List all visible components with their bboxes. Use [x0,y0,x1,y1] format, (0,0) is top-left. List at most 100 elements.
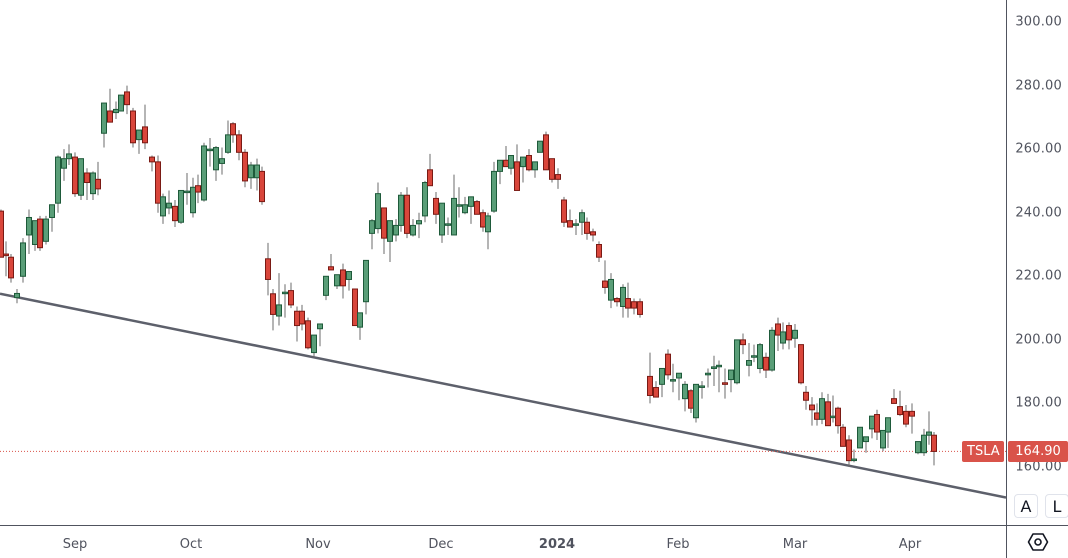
candle-up [254,164,260,179]
candle-up [537,140,543,153]
candle-up [78,158,84,196]
price-tick-label: 280.00 [1015,78,1062,94]
candle-up [757,344,763,369]
candle-down [614,298,620,303]
candle-down [846,439,852,462]
candle-down [931,434,937,452]
trendline[interactable] [0,292,1007,499]
candle-down [381,207,387,239]
chart-plot-area[interactable]: TSLA [0,0,1007,525]
candle-up [508,155,514,169]
time-tick-label: Dec [428,537,454,552]
candle-up [926,431,932,436]
candle-down [236,134,242,153]
candle-down [230,123,236,136]
candle-down [549,158,555,180]
candle-up [921,434,927,454]
candle-up [136,129,142,141]
candle-up [357,312,363,328]
price-tick-label: 200.00 [1015,332,1062,348]
time-tick-label: Mar [782,537,808,552]
candle-down [299,310,305,325]
settings-hexagon-icon [1027,533,1048,551]
price-tick-label: 240.00 [1015,205,1062,221]
candle-down [775,323,781,336]
candle-up [190,186,196,214]
time-axis[interactable]: Sep Oct Nov Dec 2024 Feb Mar Apr [0,525,1006,558]
candle-down [567,220,573,228]
candle-down [596,244,602,258]
candle-down [909,410,915,417]
candle-up [819,398,825,420]
candle-down [803,391,809,401]
candle-up [166,202,172,209]
candle-up [728,369,734,381]
candle-up [682,383,688,400]
time-tick-label: Nov [305,537,331,552]
candle-down [809,404,815,411]
candle-up [90,172,96,195]
candle-up [468,196,474,207]
time-tick-label: Apr [898,537,922,552]
candle-down [259,170,265,203]
candle-down [688,390,694,409]
candle-down [590,231,596,236]
candle-up [66,153,72,160]
last-price-tag: 164.90 [1008,440,1068,462]
candle-up [369,220,375,234]
candle-down [786,325,792,341]
candle-up [734,339,740,384]
candle-down [294,310,300,327]
candle-down [503,159,509,168]
time-tick-label: Oct [179,537,203,552]
candle-up [620,286,626,307]
candle-down [514,161,520,191]
candle-down [95,178,101,190]
candle-up [716,364,722,368]
candle-up [491,170,497,212]
candlestick-chart [0,85,1007,499]
candle-up [55,156,61,204]
candle-up [857,426,863,449]
candle-down [814,412,820,420]
price-tick-label: 300.00 [1015,14,1062,30]
candle-up [113,108,119,114]
auto-scale-button[interactable]: A [1014,494,1038,518]
candle-up [276,304,282,317]
chart-settings-button[interactable] [1006,525,1068,558]
candle-down [874,414,880,433]
candle-down [798,344,804,384]
symbol-price-tag: TSLA [962,440,1004,462]
candle-down [124,91,130,106]
candle-up [608,278,614,301]
price-tick-label: 160.00 [1015,459,1062,475]
candle-down [195,185,201,193]
log-scale-button[interactable]: L [1045,494,1068,518]
candle-down [891,398,897,404]
candle-up [219,158,225,164]
candle-up [885,417,891,433]
candle-up [746,360,752,366]
candle-up [213,147,219,171]
candle-down [543,134,549,171]
candle-down [653,387,659,398]
candle-down [555,174,561,180]
candle-up [43,218,49,242]
candle-down [474,201,480,215]
candle-down [835,407,841,427]
time-tick-label: Feb [666,537,690,552]
candle-down [631,301,637,309]
candle-up [207,148,213,152]
candle-up [880,429,886,449]
candle-up [311,334,317,354]
candle-up [705,372,711,376]
candle-down [625,298,631,309]
candle-up [387,220,393,242]
candle-down [8,256,14,279]
candle-up [497,159,503,172]
price-axis[interactable]: 300.00 280.00 260.00 240.00 220.00 200.00 180.… [1006,0,1068,525]
candle-down [130,110,136,144]
candle-up [711,366,717,369]
candle-down [665,353,671,376]
candle-up [14,292,20,299]
